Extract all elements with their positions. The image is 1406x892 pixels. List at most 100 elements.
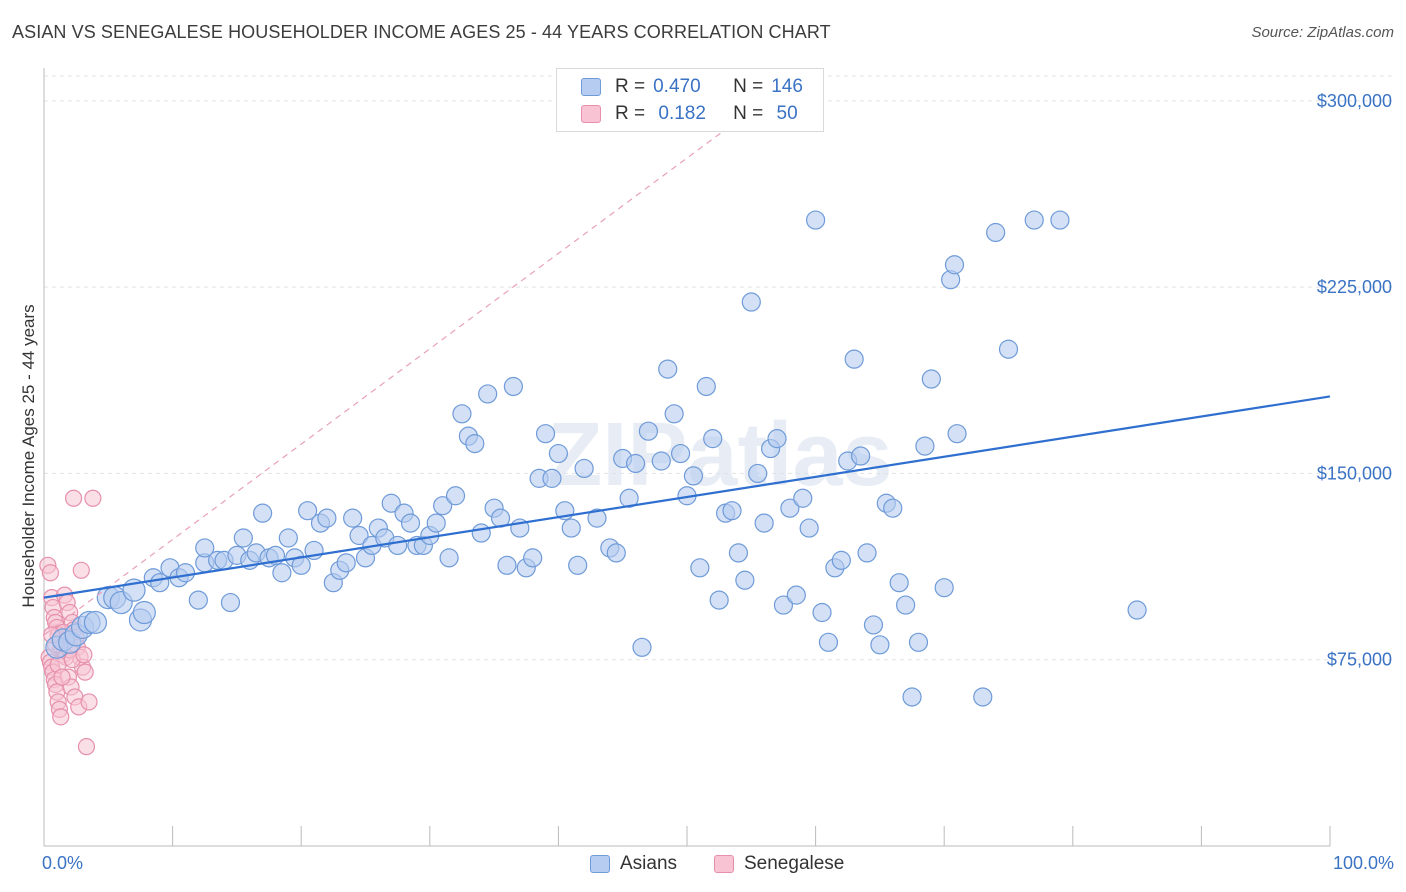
asians-point <box>754 513 774 533</box>
senegalese-point <box>80 693 98 711</box>
asians-point <box>831 550 851 570</box>
asians-point <box>426 513 446 533</box>
asians-point <box>1024 210 1044 230</box>
asians-point <box>523 548 543 568</box>
asians-point <box>812 602 832 623</box>
asians-point <box>542 468 562 488</box>
asians-legend-label: Asians <box>620 853 678 874</box>
n-value: 50 <box>771 103 798 124</box>
asians-point <box>851 446 871 466</box>
asians-point <box>863 615 884 635</box>
legend-item-asians: Asians <box>590 852 677 876</box>
asians-point <box>651 451 671 471</box>
y-tick-label: $300,000 <box>1317 91 1392 111</box>
asians-point <box>381 493 401 513</box>
r-label: R = <box>615 76 646 97</box>
asians-point <box>433 496 453 516</box>
asians-point <box>664 404 684 424</box>
asians-point <box>625 453 646 474</box>
asians-point <box>452 404 472 424</box>
asians-point <box>896 595 916 615</box>
asians-point <box>253 503 273 523</box>
asians-point <box>696 376 716 397</box>
asians-point <box>1127 600 1147 620</box>
asians-point <box>767 429 787 449</box>
asians-trend-line <box>43 395 1331 599</box>
asians-point <box>561 518 581 538</box>
asians-point <box>690 558 710 578</box>
senegalese-point <box>53 668 71 686</box>
senegalese-point <box>84 489 102 507</box>
asians-point <box>748 463 768 484</box>
asians-point <box>445 486 466 506</box>
asians-point <box>272 563 292 583</box>
legend-row-asians: R = 0.470 N = 146 <box>581 74 803 100</box>
asians-point <box>818 632 839 652</box>
asians-point <box>780 498 800 518</box>
asians-point <box>844 349 864 369</box>
legend-item-senegalese: Senegalese <box>714 852 844 876</box>
asians-point <box>298 501 318 521</box>
asians-points <box>45 210 1147 707</box>
asians-point <box>799 518 819 538</box>
x-tick-label: 0.0% <box>42 853 83 873</box>
asians-point <box>638 421 659 441</box>
asians-point <box>574 458 594 479</box>
asians-point <box>902 687 922 707</box>
r-label: R = <box>615 103 646 124</box>
x-tick-label: 100.0% <box>1333 853 1394 873</box>
senegalese-point <box>75 646 93 664</box>
asians-point <box>220 592 241 613</box>
asians-point <box>503 376 523 397</box>
asians-point <box>793 488 813 508</box>
asians-point <box>132 600 156 625</box>
asians-point <box>703 429 723 449</box>
asians-point <box>670 443 691 464</box>
asians-point <box>439 548 459 568</box>
senegalese-point <box>77 738 96 756</box>
asians-point <box>915 436 935 456</box>
asians-point <box>606 543 626 563</box>
asians-point <box>658 359 678 379</box>
asians-point <box>722 501 742 521</box>
asians-point <box>465 434 485 454</box>
asians-point <box>188 590 208 610</box>
asians-point <box>478 384 498 404</box>
r-value: 0.182 <box>653 103 706 124</box>
correlation-legend: R = 0.470 N = 146 R = 0.182 N = 50 <box>556 68 824 132</box>
legend-row-senegalese: R = 0.182 N = 50 <box>581 101 798 127</box>
asians-point <box>741 292 761 312</box>
asians-point <box>336 553 356 573</box>
asians-point <box>883 498 903 518</box>
y-axis-label: Householder Income Ages 25 - 44 years <box>19 304 38 608</box>
y-tick-label: $150,000 <box>1317 463 1392 483</box>
asians-point <box>857 543 877 563</box>
n-label: N = <box>733 103 764 124</box>
r-value: 0.470 <box>653 76 701 97</box>
asians-point <box>683 466 704 486</box>
asians-point <box>735 570 755 590</box>
asians-point <box>773 595 794 615</box>
grid-lines <box>44 75 1394 661</box>
asians-point <box>388 535 408 556</box>
asians-point <box>587 508 607 528</box>
senegalese-point <box>41 564 60 582</box>
asians-point <box>535 424 556 444</box>
senegalese-point <box>64 489 83 507</box>
asians-point <box>870 635 890 655</box>
asians-point <box>195 538 215 558</box>
senegalese-swatch <box>581 105 601 123</box>
asians-point <box>400 513 421 533</box>
n-label: N = <box>733 76 764 97</box>
asians-point <box>497 555 517 575</box>
asians-point <box>986 222 1006 243</box>
asians-point <box>632 637 652 657</box>
asians-point <box>998 339 1019 359</box>
asians-point <box>709 590 729 610</box>
asians-point <box>805 210 826 230</box>
watermark: ZIPatlas <box>547 405 892 505</box>
asians-point <box>349 525 369 546</box>
asians-point <box>934 578 954 598</box>
asians-swatch <box>581 78 601 96</box>
senegalese-legend-swatch <box>714 855 734 873</box>
